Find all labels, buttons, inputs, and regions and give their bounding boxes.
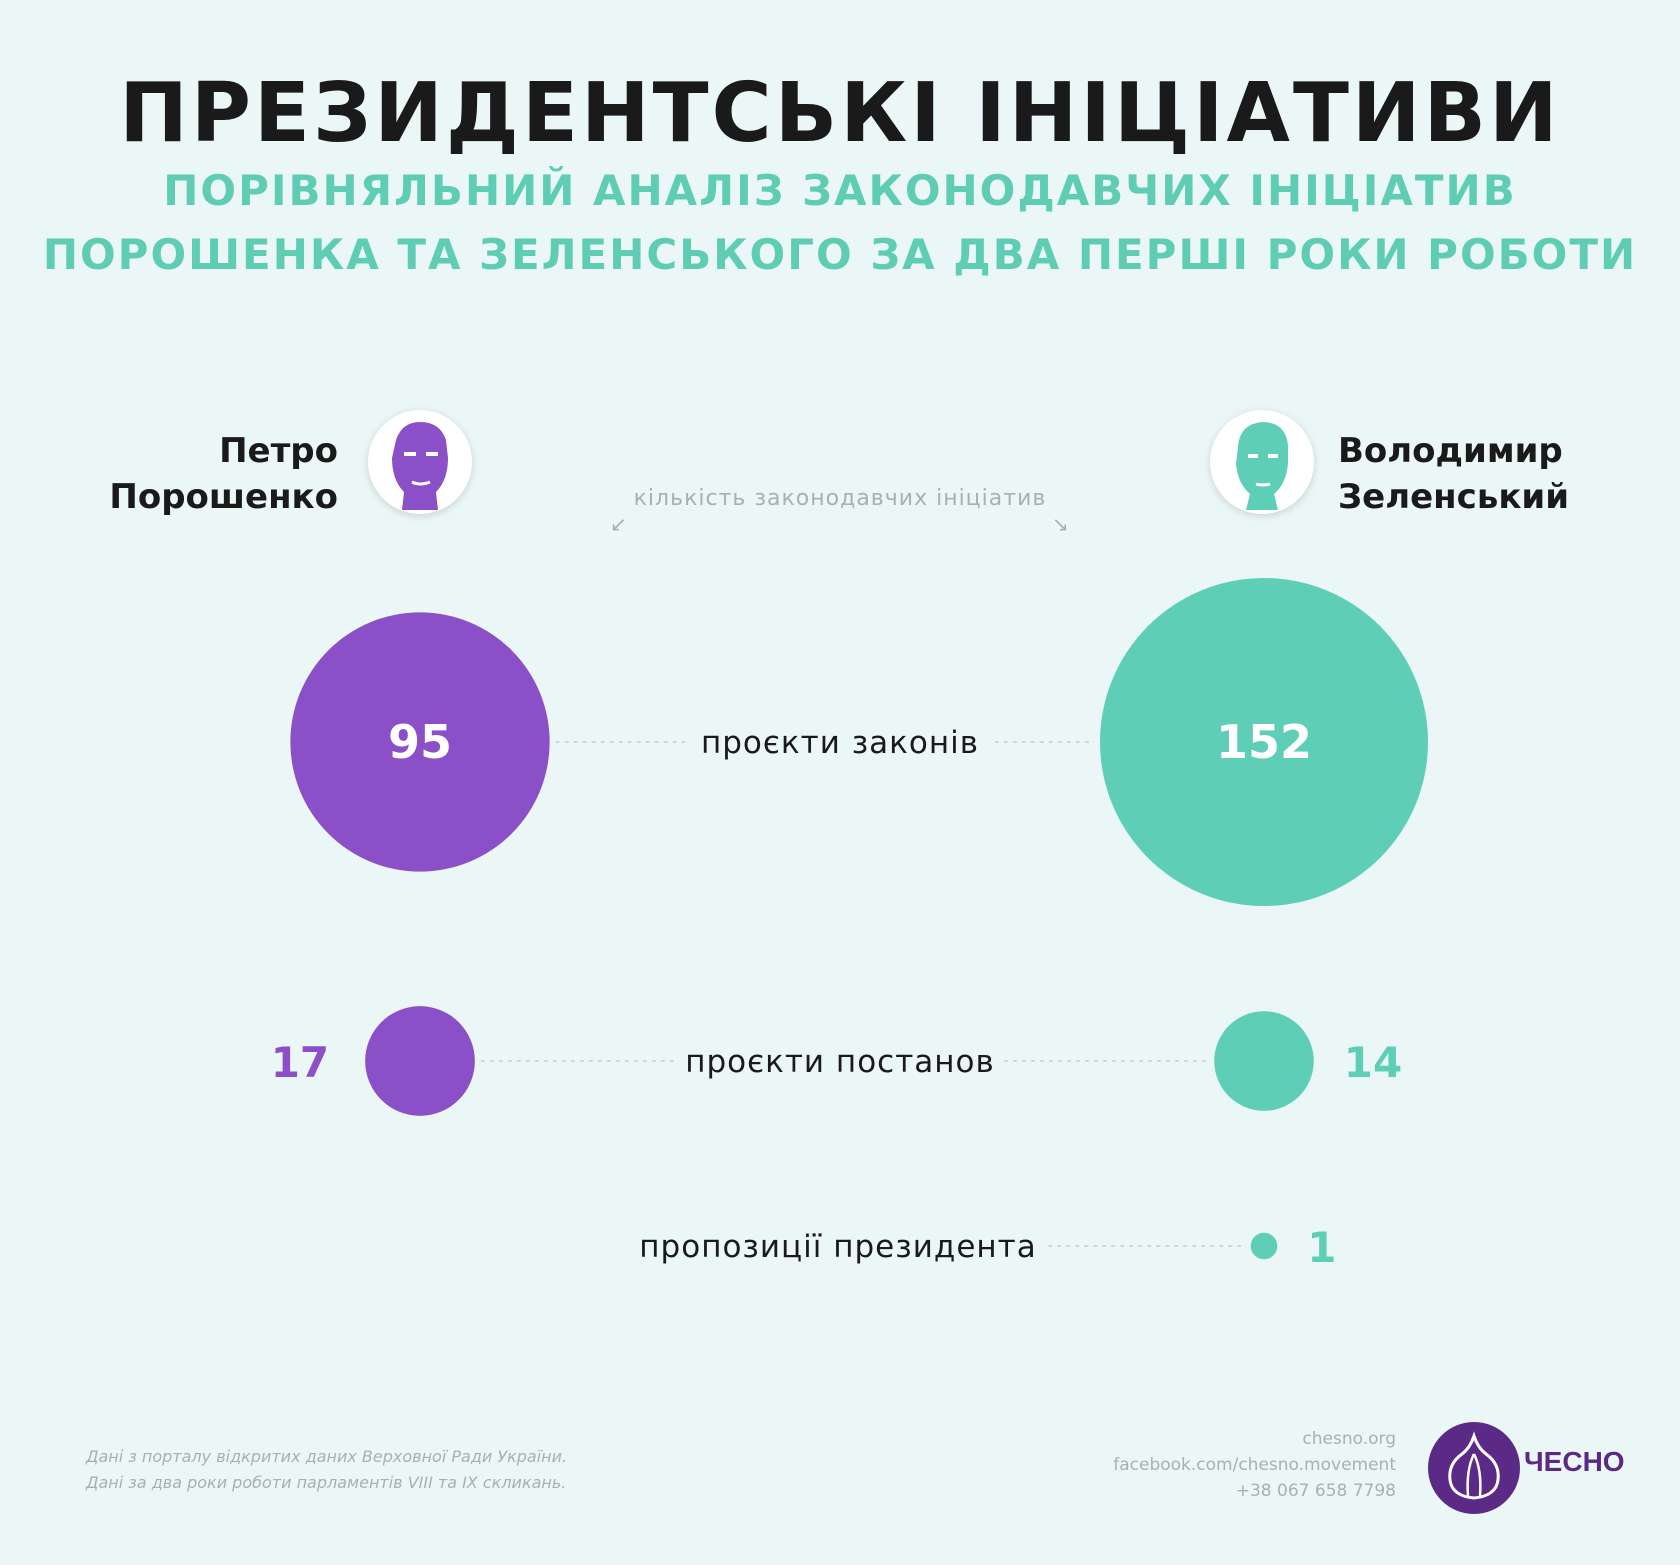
value-label: 95 — [388, 715, 452, 769]
subtitle-line-2: ПОРОШЕНКА ТА ЗЕЛЕНСЬКОГО ЗА ДВА ПЕРШІ РО… — [42, 230, 1638, 279]
subtitle-line-1: ПОРІВНЯЛЬНИЙ АНАЛІЗ ЗАКОНОДАВЧИХ ІНІЦІАТ… — [163, 166, 1517, 215]
source-line-2: Дані за два роки роботи парламентів VIII… — [86, 1473, 567, 1492]
arrow-down-left-icon: ↙ — [610, 512, 627, 536]
value-label: 14 — [1344, 1038, 1402, 1087]
chesno-logo — [1428, 1422, 1520, 1514]
bubble-poroshenko — [290, 612, 550, 872]
category-label: проєкти законів — [701, 725, 979, 761]
person-right-name: Володимир Зеленський — [1338, 428, 1569, 520]
garlic-icon — [1448, 1431, 1500, 1500]
bubble-zelensky — [1214, 1011, 1314, 1111]
phone-number: +38 067 658 7798 — [1235, 1481, 1396, 1501]
portrait-icon — [392, 422, 448, 510]
person-right-last-name: Зеленський — [1338, 477, 1570, 517]
chart-note: кількість законодавчих ініціатив — [633, 486, 1047, 511]
portrait-icon — [1236, 422, 1288, 510]
contacts: chesno.org facebook.com/chesno.movement … — [1113, 1426, 1396, 1504]
zelensky-avatar — [1210, 410, 1314, 514]
person-left-last-name: Порошенко — [109, 477, 338, 517]
person-left-name: Петро Порошенко — [109, 428, 338, 520]
arrow-down-right-icon: ↘ — [1052, 512, 1069, 536]
person-right-first-name: Володимир — [1338, 431, 1563, 471]
category-label: проєкти постанов — [685, 1044, 995, 1080]
source-line-1: Дані з порталу відкритих даних Верховної… — [86, 1447, 568, 1466]
bubble-poroshenko — [365, 1006, 475, 1116]
value-label: 17 — [271, 1038, 329, 1087]
poroshenko-avatar — [368, 410, 472, 514]
bubble-zelensky — [1100, 578, 1428, 906]
bubble-zelensky — [1250, 1232, 1278, 1260]
page-title: ПРЕЗИДЕНТСЬКІ ІНІЦІАТИВИ — [119, 66, 1561, 161]
value-label: 152 — [1216, 715, 1312, 769]
site-link[interactable]: chesno.org — [1302, 1429, 1396, 1449]
source-note: Дані з порталу відкритих даних Верховної… — [86, 1444, 567, 1496]
value-label: 1 — [1307, 1223, 1336, 1272]
logo-text: ЧЕСНО — [1524, 1446, 1625, 1477]
facebook-link[interactable]: facebook.com/chesno.movement — [1113, 1455, 1396, 1475]
category-label: пропозиції президента — [639, 1229, 1036, 1265]
person-left-first-name: Петро — [219, 431, 338, 471]
